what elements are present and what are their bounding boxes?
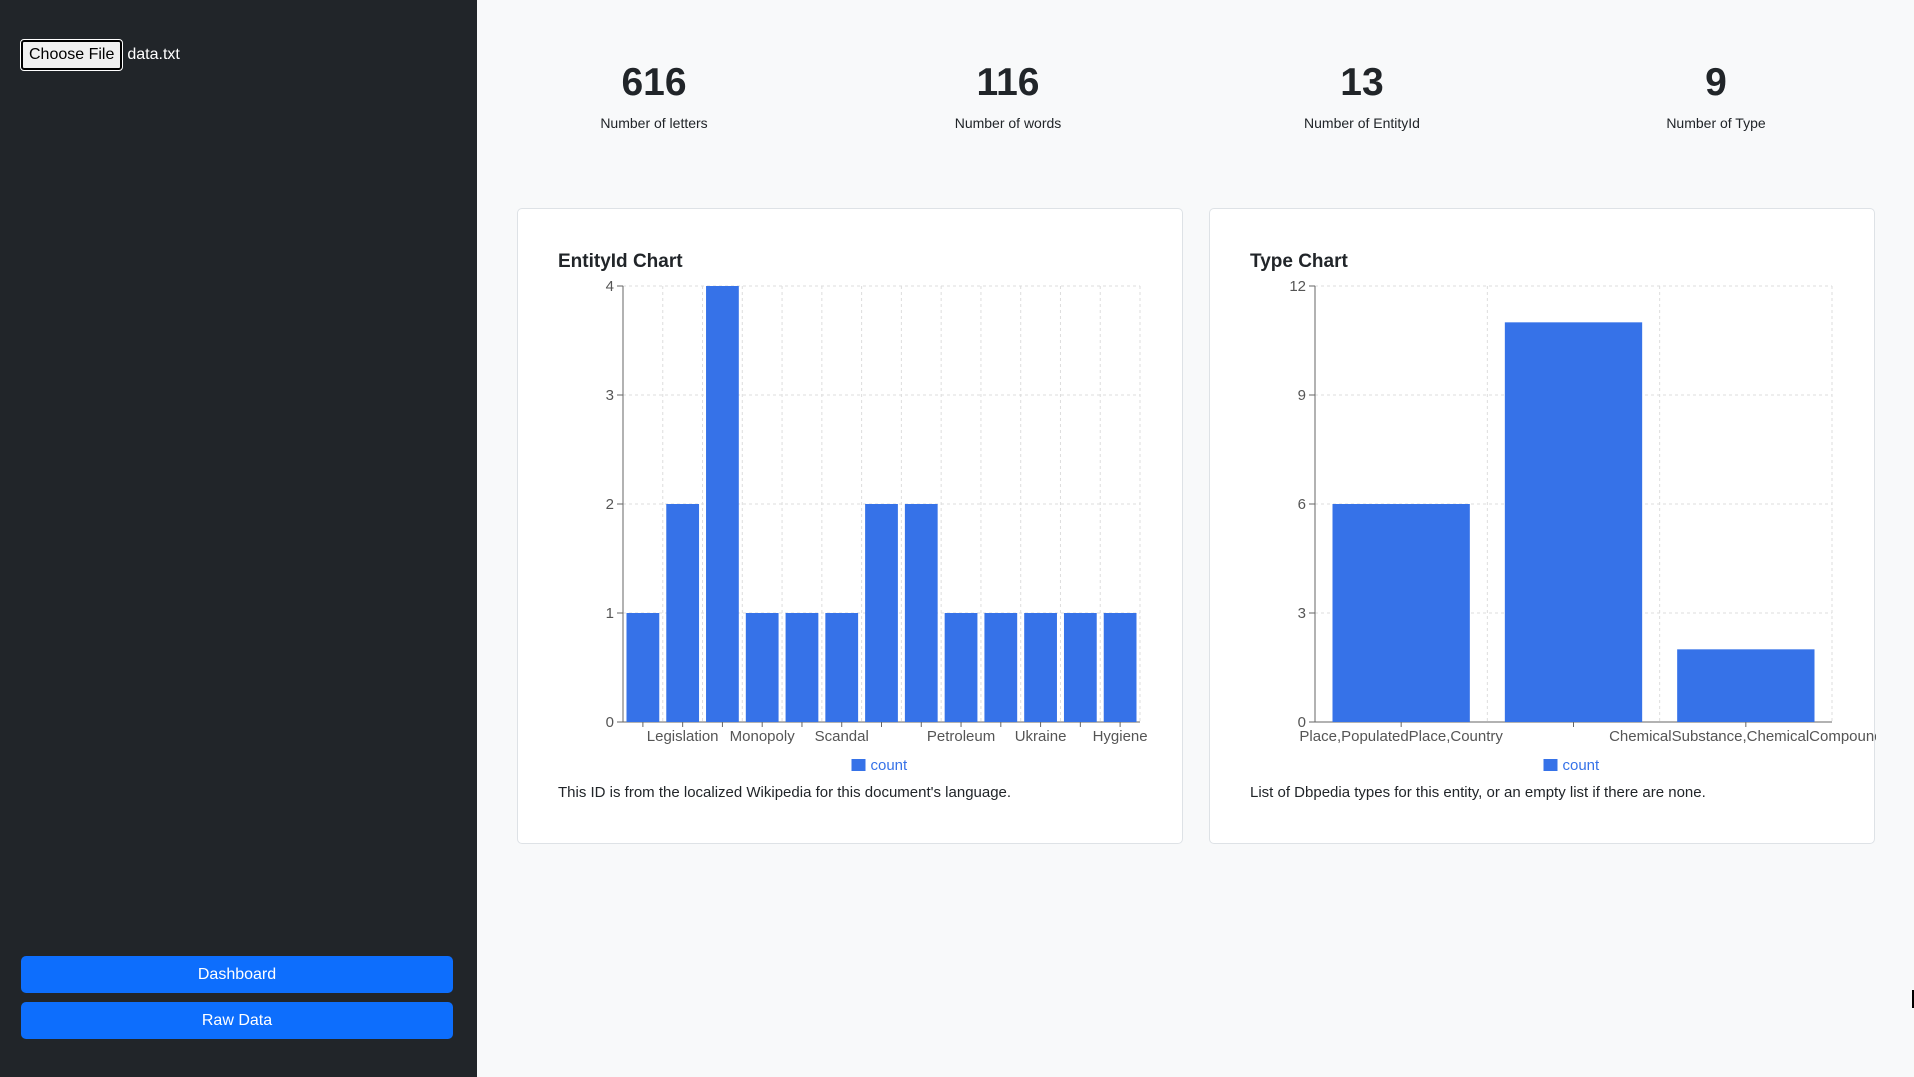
raw-data-button[interactable]: Raw Data: [21, 1002, 453, 1039]
x-tick-label: ChemicalSubstance,ChemicalCompound: [1609, 728, 1876, 745]
main-content: 616 Number of letters 116 Number of word…: [477, 0, 1914, 1077]
chart-description: This ID is from the localized Wikipedia …: [558, 784, 1012, 801]
y-tick-label: 1: [606, 605, 614, 622]
stat-label: Number of EntityId: [1304, 114, 1420, 131]
stat-label: Number of words: [954, 114, 1062, 131]
type-chart: 0 3 6 9 12 Place,PopulatedPlace,Country Chemic…: [1289, 278, 1876, 774]
stat-entityid: 13 Number of EntityId: [1185, 60, 1539, 131]
bar[interactable]: [1677, 649, 1815, 722]
sidebar: Choose File data.txt Dashboard Raw Data: [0, 0, 477, 1077]
y-tick-label: 6: [1298, 496, 1306, 513]
stat-letters: 616 Number of letters: [477, 60, 831, 131]
stat-value: 13: [1340, 61, 1384, 104]
dashboard-button[interactable]: Dashboard: [21, 956, 453, 993]
type-chart-card: 0 3 6 9 12 Place,PopulatedPlace,Country Chemic…: [1209, 208, 1876, 844]
stat-label: Number of letters: [600, 114, 708, 131]
bar[interactable]: [666, 504, 700, 722]
bar[interactable]: [1103, 613, 1137, 722]
file-upload: Choose File data.txt: [19, 39, 180, 71]
x-tick-label: Ukraine: [1015, 728, 1067, 745]
bar[interactable]: [626, 613, 660, 722]
y-tick-label: 3: [1298, 605, 1306, 622]
stat-words: 116 Number of words: [831, 60, 1185, 131]
x-tick-label: Legislation: [647, 728, 719, 745]
choose-file-button[interactable]: Choose File: [19, 39, 124, 71]
legend-label: count: [871, 757, 909, 774]
x-tick-label: Place,PopulatedPlace,Country: [1299, 728, 1503, 745]
bar[interactable]: [1332, 504, 1470, 722]
y-tick-label: 4: [606, 278, 614, 295]
chart-title: EntityId Chart: [558, 251, 683, 272]
stat-type: 9 Number of Type: [1539, 60, 1893, 131]
bar[interactable]: [1504, 322, 1643, 722]
bar[interactable]: [785, 613, 819, 722]
legend[interactable]: count: [1543, 757, 1601, 774]
x-tick-label: Petroleum: [927, 728, 995, 745]
selected-file-name: data.txt: [127, 46, 180, 63]
legend[interactable]: count: [851, 757, 909, 774]
x-tick-label: Scandal: [815, 728, 869, 745]
bar[interactable]: [944, 613, 978, 722]
stat-value: 9: [1705, 61, 1727, 104]
entityid-chart-card: 0 1 2 3 4 Legislation Monopoly Scandal Petroleum…: [517, 208, 1183, 844]
bar[interactable]: [1024, 613, 1057, 722]
y-tick-label: 9: [1298, 387, 1306, 404]
chart-description: List of Dbpedia types for this entity, o…: [1250, 784, 1706, 801]
stat-label: Number of Type: [1666, 114, 1766, 131]
y-tick-label: 2: [606, 496, 614, 513]
stat-value: 116: [976, 61, 1040, 104]
bar[interactable]: [706, 286, 739, 722]
bar[interactable]: [825, 613, 859, 722]
bar[interactable]: [904, 504, 938, 722]
bar[interactable]: [865, 504, 898, 722]
legend-swatch: [851, 759, 866, 771]
x-tick-label: Monopoly: [730, 728, 796, 745]
stat-value: 616: [621, 61, 687, 104]
bar[interactable]: [1063, 613, 1097, 722]
chart-title: Type Chart: [1250, 251, 1348, 272]
y-tick-label: 12: [1289, 278, 1306, 295]
y-tick-label: 0: [1298, 714, 1306, 731]
legend-swatch: [1543, 759, 1558, 771]
legend-label: count: [1563, 757, 1601, 774]
bar[interactable]: [745, 613, 779, 722]
text-cursor: [1912, 990, 1914, 1008]
bar[interactable]: [984, 613, 1018, 722]
y-tick-label: 0: [606, 714, 614, 731]
x-tick-label: Hygiene: [1093, 728, 1148, 745]
entityid-chart: 0 1 2 3 4 Legislation Monopoly Scandal Petroleum…: [606, 278, 1148, 774]
y-tick-label: 3: [606, 387, 614, 404]
